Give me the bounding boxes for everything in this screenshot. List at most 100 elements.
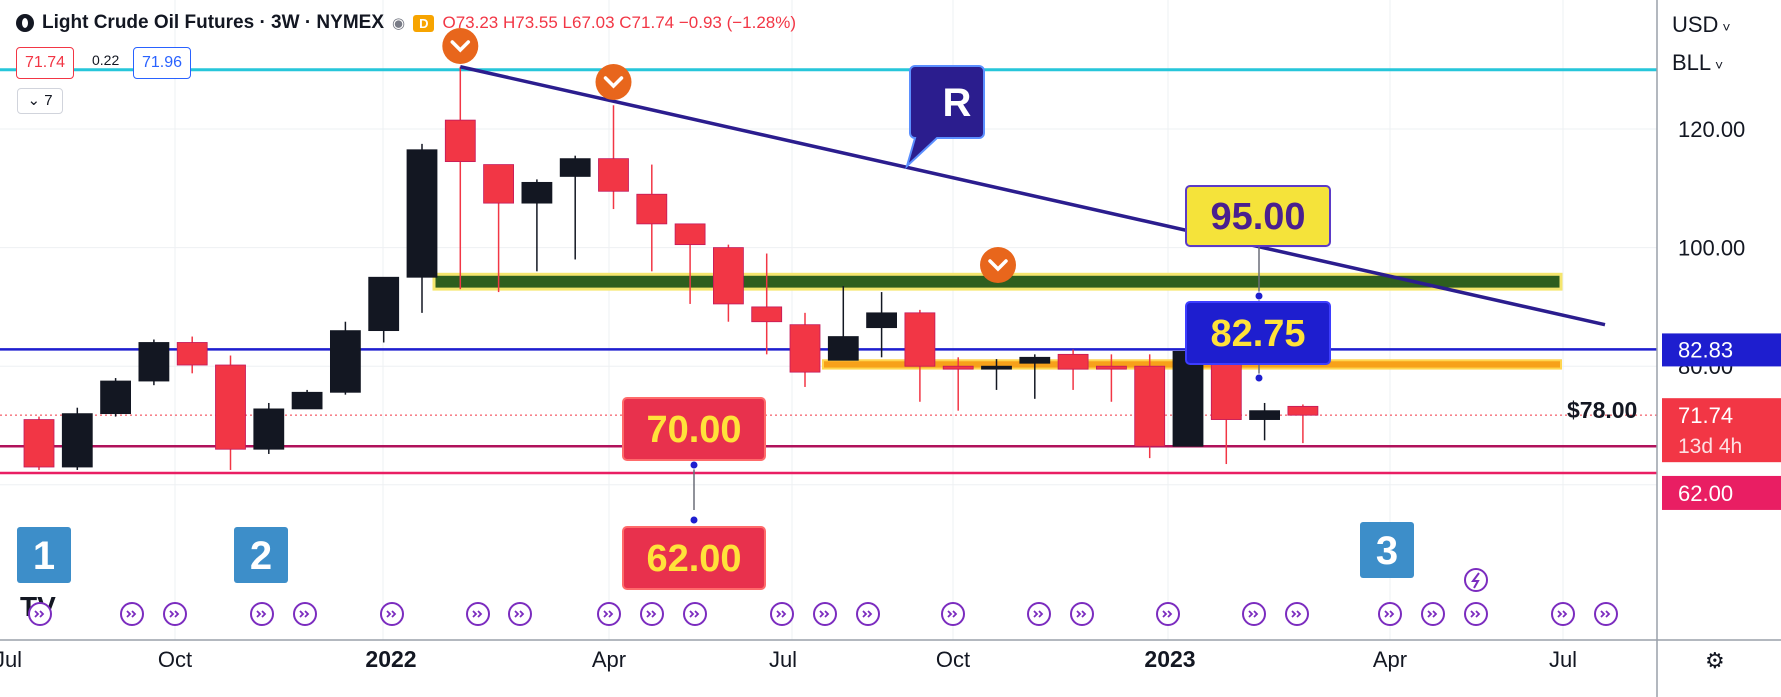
double-chevron-icon: [862, 610, 873, 618]
count-box-1-box: [17, 527, 71, 583]
bolt-icon: [1471, 572, 1480, 589]
count-box-3: 3: [1360, 522, 1414, 578]
label-70: 70.00: [622, 397, 766, 461]
dividend-arrow-icon: [163, 602, 187, 626]
label-62: 62.00: [622, 526, 766, 590]
double-chevron-icon: [472, 610, 483, 618]
event-circle: [120, 602, 144, 626]
candle-body: [406, 149, 438, 278]
event-circle: [941, 602, 965, 626]
chevron-down-icon: [450, 40, 471, 53]
price-tag-82-83-box: [1662, 333, 1781, 367]
chevron-down-icon: [988, 259, 1008, 272]
unit-button[interactable]: BLL ˅: [1672, 50, 1723, 76]
event-circle: [1464, 602, 1488, 626]
sell-button[interactable]: 71.74: [16, 47, 75, 79]
ohlc-close: C71.74: [619, 13, 675, 32]
double-chevron-icon: [1076, 610, 1087, 618]
candle-body: [827, 336, 859, 361]
label-82-75-box: [1185, 301, 1331, 365]
count-box-2: 2: [234, 527, 288, 583]
dividend-arrow-icon: [1551, 602, 1575, 626]
candle-body: [751, 306, 783, 323]
label-95-box: [1185, 185, 1331, 247]
dividend-arrow-icon: [1594, 602, 1618, 626]
event-circle: [1421, 602, 1445, 626]
indicators-toggle[interactable]: ⌄ 7: [17, 88, 63, 114]
candle-body: [1019, 356, 1051, 364]
event-circle: [597, 602, 621, 626]
candle-body: [636, 193, 668, 225]
candle-body: [1057, 353, 1089, 370]
time-tick-label: Oct: [936, 647, 970, 672]
candle-body: [215, 364, 246, 450]
dividend-arrow-icon: [28, 602, 52, 626]
candle-body: [942, 365, 974, 370]
time-tick-label: Apr: [592, 647, 626, 672]
event-circle: [1242, 602, 1266, 626]
dividend-arrow-icon: [597, 602, 621, 626]
swing-marker-icon: [442, 28, 479, 64]
dividend-arrow-icon: [941, 602, 965, 626]
earnings-bolt-icon: [1464, 568, 1488, 592]
dividend-arrow-icon: [1242, 602, 1266, 626]
label-70-text: 70.00: [646, 409, 741, 451]
candle-body: [368, 276, 400, 332]
dividend-arrow-icon: [640, 602, 664, 626]
dividend-arrow-icon: [1421, 602, 1445, 626]
swing-marker-icon: [980, 247, 1016, 283]
event-circle: [1070, 602, 1094, 626]
count-box-1: 1: [17, 527, 71, 583]
event-circle: [683, 602, 707, 626]
chart-legend: Light Crude Oil Futures · 3W · NYMEX ◉ D…: [16, 12, 796, 34]
dividend-arrow-icon: [1285, 602, 1309, 626]
label-78: $78.00: [1567, 397, 1637, 423]
countdown-text: 13d 4h: [1678, 435, 1742, 458]
candle-body: [100, 380, 131, 415]
dividend-arrow-icon: [466, 602, 490, 626]
candle-body: [559, 158, 591, 177]
price-tag-62-text: 62.00: [1678, 481, 1733, 506]
double-chevron-icon: [1384, 610, 1395, 618]
event-circle: [466, 602, 490, 626]
eye-icon[interactable]: ◉: [392, 15, 406, 32]
zones[interactable]: [432, 272, 1563, 370]
label-62-box: [622, 526, 766, 590]
double-chevron-icon: [603, 610, 614, 618]
price-tag-62-box: [1662, 475, 1781, 510]
event-circle: [293, 602, 317, 626]
candle-body: [61, 413, 93, 468]
settings-icon[interactable]: ⚙: [1705, 648, 1725, 673]
candle-body: [789, 324, 821, 373]
dividend-arrow-icon: [380, 602, 404, 626]
last-price-tag-box: [1662, 398, 1781, 463]
event-circle: [1027, 602, 1051, 626]
event-circle: [640, 602, 664, 626]
horizontal-lines[interactable]: [0, 68, 1657, 475]
currency-button[interactable]: USD ˅: [1672, 12, 1731, 38]
candle-body: [1134, 365, 1166, 447]
symbol-logo-icon: [16, 14, 34, 32]
candle-body: [176, 342, 208, 366]
buy-button[interactable]: 71.96: [133, 47, 192, 79]
swing-marker-circle: [595, 64, 632, 100]
dividend-arrow-icon: [683, 602, 707, 626]
double-chevron-icon: [34, 610, 45, 618]
chevron-down-icon: ˅: [1718, 19, 1731, 35]
candle-body: [291, 391, 323, 410]
r-label: R: [943, 81, 972, 125]
legend-title[interactable]: Light Crude Oil Futures · 3W · NYMEX: [42, 12, 384, 33]
double-chevron-icon: [514, 610, 525, 618]
candle-body: [1096, 365, 1127, 370]
dividend-arrow-icon: [250, 602, 274, 626]
dividend-arrow-icon: [1027, 602, 1051, 626]
candle-body: [598, 158, 629, 192]
label-62-text: 62.00: [646, 538, 741, 580]
trendline[interactable]: [459, 65, 1606, 327]
time-tick-label: Jul: [1549, 647, 1577, 672]
event-circle: [1594, 602, 1618, 626]
dividend-arrow-icon: [1070, 602, 1094, 626]
